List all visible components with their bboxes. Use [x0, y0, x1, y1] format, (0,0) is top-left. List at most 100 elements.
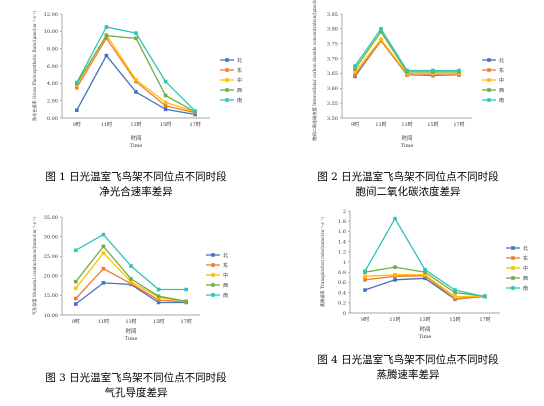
- data-point: [193, 109, 197, 113]
- x-axis-title: 时间: [130, 134, 141, 142]
- x-tick-label: 13时: [130, 121, 141, 128]
- data-point: [163, 100, 168, 105]
- y-tick-label: 2: [343, 209, 346, 215]
- data-point: [74, 296, 78, 301]
- legend-swatch-marker: [211, 263, 215, 267]
- x-tick-label: 11时: [375, 121, 386, 128]
- data-point: [156, 294, 161, 298]
- y-tick-label: 0.6: [338, 280, 346, 286]
- x-axis-title-en: Time: [401, 143, 414, 149]
- legend-swatch-marker: [487, 98, 491, 102]
- series-line: [364, 217, 486, 298]
- data-point: [453, 288, 457, 292]
- data-point: [353, 73, 357, 77]
- legend-label: 西: [499, 88, 504, 94]
- legend-swatch-marker: [487, 88, 491, 92]
- x-tick-label: 11时: [98, 318, 109, 325]
- legend-label: 西: [237, 88, 242, 94]
- data-point: [156, 298, 161, 302]
- caption-line-1: 图 3 日光温室飞鸟架不同位点不同时段: [45, 372, 227, 384]
- x-tick-label: 13时: [125, 318, 136, 325]
- data-point: [104, 33, 109, 38]
- y-tick-label: 2.00: [47, 98, 58, 104]
- caption-line-1: 图 4 日光温室飞鸟架不同位点不同时段: [317, 354, 499, 366]
- data-point: [75, 80, 79, 85]
- chart-plot: 10.00 15.00 20.00 25.00 30.00 35.00 9时 11时 13时 15…: [31, 215, 228, 342]
- x-tick-label: 17时: [181, 318, 192, 325]
- y-tick-label: 3.50: [327, 116, 338, 122]
- y-tick-label: 3.55: [327, 101, 338, 107]
- y-tick-label: 3.70: [327, 56, 338, 62]
- legend-swatch-marker: [511, 286, 515, 290]
- chart-caption: 图 3 日光温室飞鸟架不同位点不同时段 气孔导度差异: [0, 371, 272, 401]
- data-point: [423, 272, 427, 277]
- legend-label: 中: [223, 272, 228, 279]
- x-tick-label: 15时: [153, 318, 164, 325]
- legend-swatch-marker: [225, 58, 229, 62]
- legend-label: 北: [499, 57, 504, 64]
- y-tick-label: 1: [343, 260, 346, 266]
- data-point: [104, 36, 109, 41]
- x-tick-label: 17时: [479, 316, 490, 323]
- data-point: [129, 264, 133, 268]
- legend-label: 东: [499, 67, 504, 74]
- y-tick-label: 25.00: [44, 254, 58, 260]
- caption-line-2: 气孔导度差异: [104, 387, 168, 399]
- series-line: [354, 27, 459, 72]
- data-point: [393, 272, 397, 277]
- data-point: [353, 70, 357, 74]
- legend-label: 东: [523, 255, 528, 262]
- legend-label: 东: [223, 262, 228, 269]
- data-point: [393, 278, 397, 282]
- x-tick-label: 15时: [427, 121, 438, 128]
- data-point: [74, 302, 78, 306]
- legend-swatch-marker: [511, 276, 515, 280]
- y-tick-label: 35.00: [44, 215, 58, 221]
- data-point: [363, 278, 367, 282]
- x-tick-label: 9时: [72, 318, 80, 325]
- data-point: [453, 294, 457, 299]
- chart-plot: 0.00 2.00 4.00 6.00 8.00 10.00 12.00 9时 11时 13时 15…: [31, 10, 242, 149]
- series-line: [76, 33, 196, 113]
- data-point: [453, 290, 457, 295]
- data-point: [163, 107, 168, 112]
- data-point: [101, 266, 106, 271]
- y-tick-label: 12.00: [44, 12, 58, 18]
- data-point: [75, 85, 79, 90]
- x-tick-label: 15时: [449, 316, 460, 323]
- legend-label: 南: [523, 285, 528, 292]
- y-tick-label: 0.00: [47, 116, 58, 122]
- data-point: [353, 64, 357, 68]
- legend-swatch-marker: [487, 58, 491, 62]
- chart-plot: 3.50 3.55 3.60 3.65 3.70 3.75 3.80 3.85 9时 11时 13时…: [311, 0, 504, 149]
- caption-line-2: 胞间二氧化碳浓度差异: [355, 186, 461, 198]
- x-tick-label: 9时: [73, 121, 81, 128]
- data-point: [379, 30, 383, 34]
- y-tick-label: 1.8: [338, 219, 346, 225]
- data-point: [163, 79, 168, 84]
- x-axis-title-en: Time: [419, 334, 432, 340]
- y-tick-label: 20.00: [44, 274, 58, 280]
- x-tick-label: 11时: [101, 121, 112, 128]
- legend-label: 中: [523, 265, 528, 272]
- data-point: [423, 276, 427, 281]
- data-point: [74, 248, 78, 253]
- data-point: [393, 265, 397, 269]
- chart-panel-co2-concentration: 3.50 3.55 3.60 3.65 3.70 3.75 3.80 3.85 9时 11时 13时…: [272, 0, 544, 203]
- y-tick-label: 15.00: [44, 293, 58, 299]
- data-point: [156, 287, 161, 292]
- legend-label: 东: [237, 67, 242, 74]
- data-point: [163, 93, 168, 98]
- series-line: [76, 35, 196, 113]
- x-tick-label: 9时: [351, 121, 359, 128]
- data-point: [134, 90, 138, 94]
- y-tick-label: 1.6: [338, 229, 346, 235]
- legend-swatch-marker: [511, 256, 515, 260]
- data-point: [363, 288, 367, 292]
- caption-line-2: 净光合速率差异: [99, 186, 173, 198]
- y-tick-label: 0.8: [338, 270, 346, 276]
- legend-swatch-marker: [211, 293, 215, 297]
- legend-swatch-marker: [511, 246, 515, 250]
- legend-swatch-marker: [211, 273, 215, 277]
- data-point: [405, 68, 409, 73]
